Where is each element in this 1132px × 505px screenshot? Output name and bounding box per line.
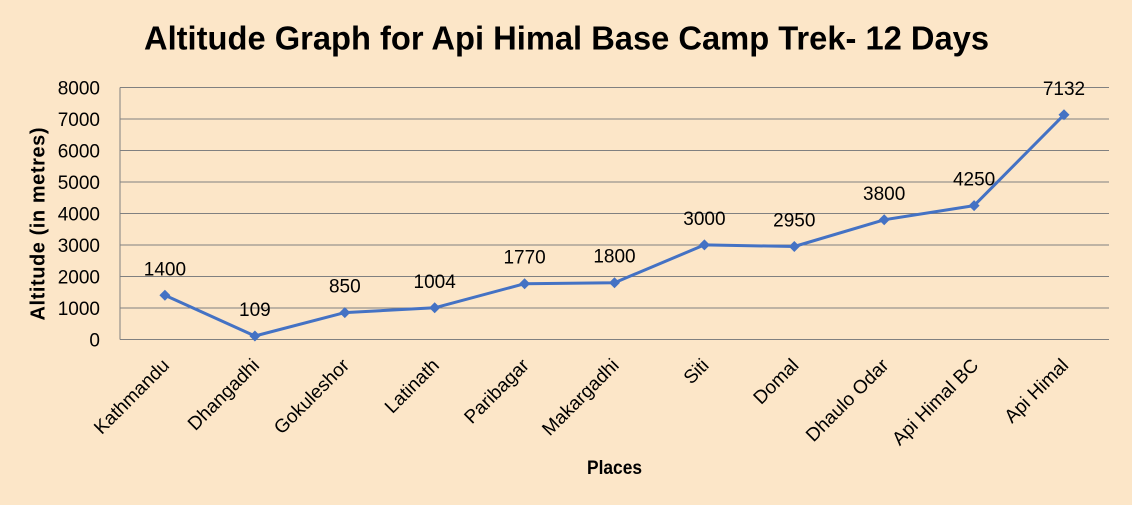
svg-text:109: 109 [239,300,271,321]
svg-text:Places: Places [587,457,642,479]
svg-text:850: 850 [329,277,361,298]
svg-text:Paribagar: Paribagar [461,355,535,429]
svg-text:Kathmandu: Kathmandu [90,355,174,439]
svg-text:Siti: Siti [680,355,714,389]
svg-text:Domal: Domal [750,355,804,409]
svg-text:1770: 1770 [503,248,545,269]
svg-text:7000: 7000 [58,110,100,131]
svg-text:2000: 2000 [58,267,100,288]
svg-text:Api Himal BC: Api Himal BC [888,355,983,450]
svg-text:2950: 2950 [773,211,815,232]
svg-text:4250: 4250 [953,170,995,191]
svg-text:4000: 4000 [58,205,100,226]
svg-text:8000: 8000 [58,78,100,99]
svg-text:1800: 1800 [593,247,635,268]
svg-text:Altitude Graph for Api Himal B: Altitude Graph for Api Himal Base Camp T… [144,20,989,57]
svg-text:Latinath: Latinath [381,355,444,418]
svg-text:6000: 6000 [58,141,100,162]
svg-text:1400: 1400 [144,259,186,280]
svg-text:Gokuleshor: Gokuleshor [270,355,354,439]
svg-text:3000: 3000 [58,236,100,257]
svg-text:Api Himal: Api Himal [1001,355,1073,427]
svg-text:3800: 3800 [863,184,905,205]
svg-text:5000: 5000 [58,173,100,194]
svg-text:Altitude (in metres): Altitude (in metres) [28,128,50,321]
svg-text:Makargadhi: Makargadhi [538,355,623,440]
svg-text:Dhaulo Odar: Dhaulo Odar [802,355,894,447]
svg-text:0: 0 [89,330,100,351]
svg-text:1004: 1004 [414,272,457,293]
svg-text:3000: 3000 [683,209,725,230]
svg-text:7132: 7132 [1043,79,1085,100]
svg-text:1000: 1000 [58,299,100,320]
svg-text:Dhangadhi: Dhangadhi [184,355,264,435]
